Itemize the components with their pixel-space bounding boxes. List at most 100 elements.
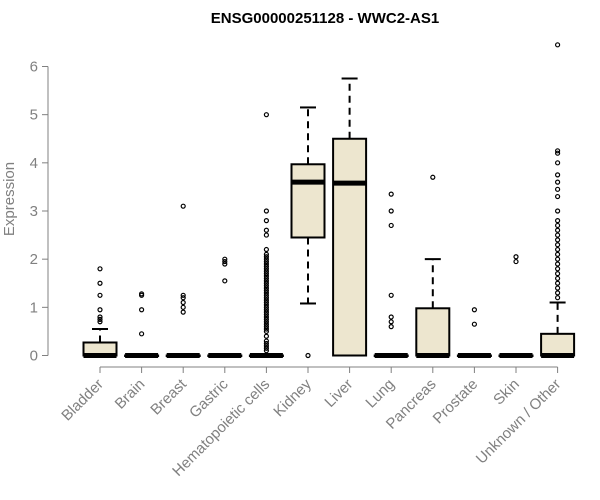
outlier-point	[263, 232, 269, 238]
outlier-point	[263, 254, 269, 260]
outlier-point	[263, 275, 269, 282]
outlier-point	[263, 297, 269, 303]
y-tick-label: 0	[30, 348, 38, 365]
y-tick-label: 2	[30, 251, 38, 268]
box-group	[332, 77, 368, 357]
outlier-point	[263, 348, 269, 354]
outlier-point	[222, 256, 228, 262]
outlier-point	[554, 232, 561, 238]
outlier-point	[263, 321, 269, 327]
outlier-point	[388, 222, 394, 229]
outlier-point	[263, 278, 269, 284]
x-tick-label: Bladder	[58, 376, 107, 425]
outlier-point	[513, 254, 519, 260]
outlier-point	[263, 271, 269, 277]
outlier-point	[554, 271, 561, 277]
outlier-point	[263, 302, 269, 308]
outlier-point	[263, 283, 269, 289]
outlier-point	[180, 295, 186, 301]
outlier-point	[388, 208, 394, 214]
outlier-point	[263, 208, 269, 214]
outlier-point	[554, 246, 561, 253]
outlier-point	[263, 304, 269, 310]
outlier-point	[388, 314, 394, 320]
outlier-point	[554, 251, 561, 257]
outlier-point	[263, 261, 269, 267]
outlier-point	[554, 150, 561, 156]
outlier-point	[263, 246, 269, 253]
outlier-point	[263, 319, 269, 325]
outlier-point	[554, 290, 561, 296]
outlier-point	[263, 292, 269, 298]
outlier-point	[263, 299, 269, 306]
outlier-point	[554, 256, 561, 262]
outlier-point	[388, 324, 394, 330]
outlier-point	[97, 316, 103, 322]
outlier-point	[97, 280, 103, 286]
outlier-point	[97, 266, 103, 272]
x-tick-label: Kidney	[270, 375, 315, 420]
outlier-point	[97, 292, 103, 298]
box-iqr	[290, 163, 326, 239]
y-tick-label: 5	[30, 107, 38, 124]
outlier-point	[263, 287, 269, 294]
box-group	[456, 307, 492, 358]
outlier-point	[263, 258, 269, 265]
outlier-point	[554, 280, 561, 286]
x-tick-label: Breast	[147, 375, 190, 418]
outlier-point	[263, 266, 269, 272]
outlier-point	[263, 280, 269, 286]
outlier-point	[263, 112, 269, 118]
outlier-point	[554, 242, 561, 248]
outlier-point	[139, 291, 145, 297]
outlier-point	[263, 307, 269, 313]
box-iqr	[332, 137, 368, 357]
outlier-point	[263, 343, 269, 349]
outlier-point	[554, 261, 561, 267]
outlier-point	[263, 295, 269, 301]
outlier-point	[263, 268, 269, 274]
box-group	[124, 291, 160, 358]
box-group	[415, 174, 451, 358]
outlier-point	[388, 319, 394, 325]
outlier-point	[554, 172, 561, 178]
outlier-point	[388, 191, 394, 197]
outlier-point	[263, 314, 269, 320]
outlier-point	[263, 251, 269, 257]
x-tick-label: Lung	[362, 376, 398, 412]
outlier-point	[263, 340, 269, 347]
outlier-point	[554, 179, 561, 185]
outlier-point	[554, 193, 561, 200]
outlier-point	[139, 307, 145, 313]
outlier-point	[554, 222, 561, 229]
outlier-point	[430, 174, 436, 180]
outlier-point	[471, 307, 477, 313]
outlier-point	[263, 345, 269, 351]
outlier-point	[554, 295, 561, 301]
box-group	[248, 112, 284, 358]
outlier-point	[263, 324, 269, 330]
box-group	[498, 254, 534, 358]
outlier-point	[305, 352, 311, 359]
box-group	[540, 42, 576, 358]
outlier-point	[97, 314, 103, 320]
outlier-point	[554, 42, 561, 48]
outlier-point	[554, 148, 561, 154]
box-group	[82, 266, 118, 358]
outlier-point	[263, 326, 269, 332]
box-series	[82, 42, 576, 359]
box-group	[373, 191, 409, 358]
outlier-point	[263, 273, 269, 279]
chart-title: ENSG00000251128 - WWC2-AS1	[211, 10, 439, 27]
outlier-point	[263, 328, 269, 335]
box-group	[290, 106, 326, 359]
box-group	[165, 203, 201, 358]
outlier-point	[263, 333, 269, 339]
outlier-point	[554, 227, 561, 233]
box-group	[207, 256, 243, 358]
outlier-point	[263, 218, 269, 224]
outlier-point	[554, 237, 561, 243]
outlier-point	[554, 208, 561, 214]
